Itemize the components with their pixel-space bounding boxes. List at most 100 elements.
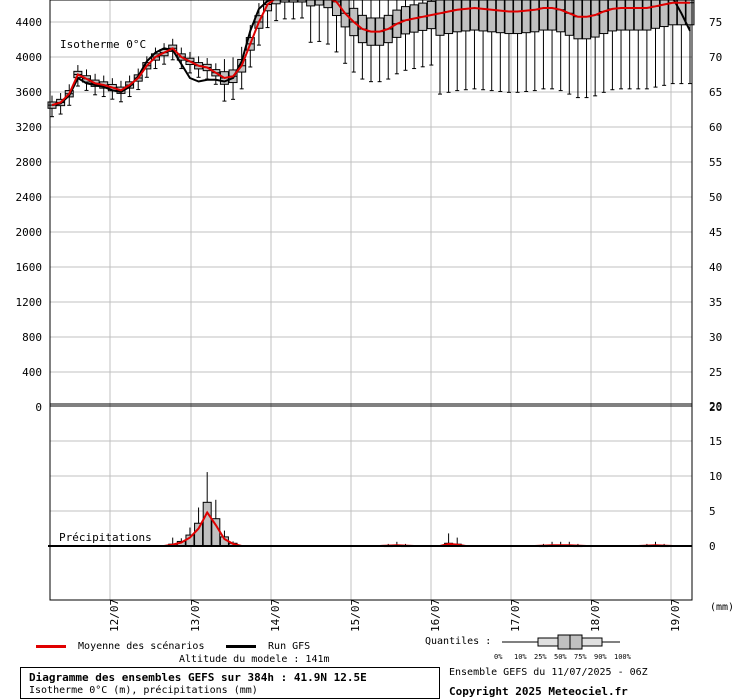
quantile-box bbox=[573, 0, 583, 40]
quantile-box bbox=[582, 0, 592, 40]
quantile-box bbox=[685, 0, 695, 26]
quantiles-label: Quantiles : bbox=[425, 636, 492, 647]
copyright: Copyright 2025 Meteociel.fr bbox=[449, 685, 628, 698]
quantile-box bbox=[547, 0, 557, 31]
x-tick-label: 14/07 bbox=[269, 599, 282, 632]
right-tick-label: 70 bbox=[709, 51, 722, 64]
right-tick-label: 40 bbox=[709, 261, 722, 274]
quantile-box bbox=[607, 0, 617, 32]
left-tick-label: 0 bbox=[35, 401, 42, 414]
quantile-tick: 10% bbox=[514, 653, 527, 661]
x-tick-label: 16/07 bbox=[429, 599, 442, 632]
left-tick-label: 400 bbox=[22, 366, 42, 379]
gfs-series-line bbox=[51, 0, 691, 107]
quantile-box bbox=[538, 0, 548, 31]
x-tick-label: 15/07 bbox=[349, 599, 362, 632]
quantile-box bbox=[280, 0, 290, 3]
gfs-swatch bbox=[226, 644, 256, 648]
quantile-box bbox=[504, 0, 514, 35]
left-tick-label: 3200 bbox=[16, 121, 43, 134]
right-tick-label: 25 bbox=[709, 366, 722, 379]
quantile-box bbox=[469, 0, 479, 31]
x-tick-label: 12/07 bbox=[108, 599, 121, 632]
left-tick-label: 800 bbox=[22, 331, 42, 344]
x-tick-label: 13/07 bbox=[189, 599, 202, 632]
quantile-box bbox=[616, 0, 626, 31]
left-tick-label: 2400 bbox=[16, 191, 43, 204]
right-tick-label: 75 bbox=[709, 16, 722, 29]
quantile-box-sample bbox=[502, 634, 620, 650]
quantile-box bbox=[297, 0, 307, 3]
left-tick-label: 3600 bbox=[16, 86, 43, 99]
quantile-box bbox=[530, 0, 540, 33]
quantile-box bbox=[521, 0, 531, 34]
left-tick-label: 1200 bbox=[16, 296, 43, 309]
quantile-box bbox=[452, 0, 462, 33]
x-tick-label: 18/07 bbox=[589, 599, 602, 632]
left-tick-label: 4400 bbox=[16, 16, 43, 29]
mean-swatch bbox=[36, 644, 66, 648]
chart-subtitle: Isotherme 0°C (m), précipitations (mm) bbox=[29, 685, 258, 696]
right-tick-label: 20 bbox=[709, 401, 722, 414]
quantile-tick: 50% bbox=[554, 653, 567, 661]
quantile-box bbox=[599, 0, 609, 35]
precip-tick-label: 0 bbox=[709, 540, 716, 553]
precip-box bbox=[211, 518, 221, 547]
quantile-box bbox=[306, 0, 316, 7]
left-tick-label: 1600 bbox=[16, 261, 43, 274]
quantile-box bbox=[444, 0, 454, 35]
isotherm-label: Isotherme 0°C bbox=[60, 38, 146, 51]
quantile-box bbox=[323, 0, 333, 9]
precip-tick-label: 15 bbox=[709, 435, 722, 448]
quantile-box bbox=[564, 0, 574, 36]
left-tick-label: 2800 bbox=[16, 156, 43, 169]
box-plots bbox=[47, 0, 695, 548]
quantile-box bbox=[625, 0, 635, 31]
quantile-box bbox=[633, 0, 643, 31]
quantile-box bbox=[461, 0, 471, 32]
precip-tick-label: 10 bbox=[709, 470, 722, 483]
legend-gfs: Run GFS bbox=[226, 641, 310, 652]
quantile-box bbox=[642, 0, 652, 31]
right-tick-label: 60 bbox=[709, 121, 722, 134]
right-tick-label: 55 bbox=[709, 156, 722, 169]
chart-axes bbox=[48, 0, 693, 601]
precip-tick-label: 20 bbox=[709, 400, 722, 413]
mean-series-line bbox=[51, 0, 690, 107]
legend-mean: Moyenne des scénarios bbox=[36, 641, 204, 652]
quantile-box bbox=[659, 0, 669, 28]
right-tick-label: 50 bbox=[709, 191, 722, 204]
quantile-box bbox=[487, 0, 497, 33]
altitude-label: Altitude du modele : 141m bbox=[179, 654, 330, 665]
precip-box bbox=[202, 501, 212, 547]
right-tick-label: 35 bbox=[709, 296, 722, 309]
quantile-box bbox=[590, 0, 600, 38]
x-tick-label: 17/07 bbox=[509, 599, 522, 632]
right-tick-label: 30 bbox=[709, 331, 722, 344]
right-tick-label: 45 bbox=[709, 226, 722, 239]
quantile-box bbox=[314, 0, 324, 6]
precip-tick-label: 5 bbox=[709, 505, 716, 518]
quantile-box bbox=[513, 0, 523, 35]
left-tick-label: 2000 bbox=[16, 226, 43, 239]
quantile-tick: 0% bbox=[494, 653, 503, 661]
quantile-box bbox=[288, 0, 298, 3]
plot-frame bbox=[49, 0, 693, 601]
legend-mean-label: Moyenne des scénarios bbox=[78, 641, 205, 652]
quantile-tick: 25% bbox=[534, 653, 547, 661]
chart-title-box: Diagramme des ensembles GEFS sur 384h : … bbox=[20, 667, 440, 699]
quantile-box bbox=[478, 0, 488, 32]
chart-title: Diagramme des ensembles GEFS sur 384h : … bbox=[29, 671, 367, 684]
quantile-tick: 100% bbox=[614, 653, 631, 661]
tick-labels: 4400400036003200280024002000160012008004… bbox=[16, 16, 735, 632]
quantile-box bbox=[556, 0, 566, 33]
quantile-box bbox=[435, 0, 445, 36]
left-tick-label: 4000 bbox=[16, 51, 43, 64]
quantile-box bbox=[651, 0, 661, 29]
precip-unit-label: (mm) bbox=[710, 602, 734, 613]
ensemble-info: Ensemble GEFS du 11/07/2025 - 06Z bbox=[449, 667, 648, 678]
right-tick-label: 65 bbox=[709, 86, 722, 99]
chart-grid bbox=[50, 0, 692, 600]
quantile-box bbox=[668, 0, 678, 26]
